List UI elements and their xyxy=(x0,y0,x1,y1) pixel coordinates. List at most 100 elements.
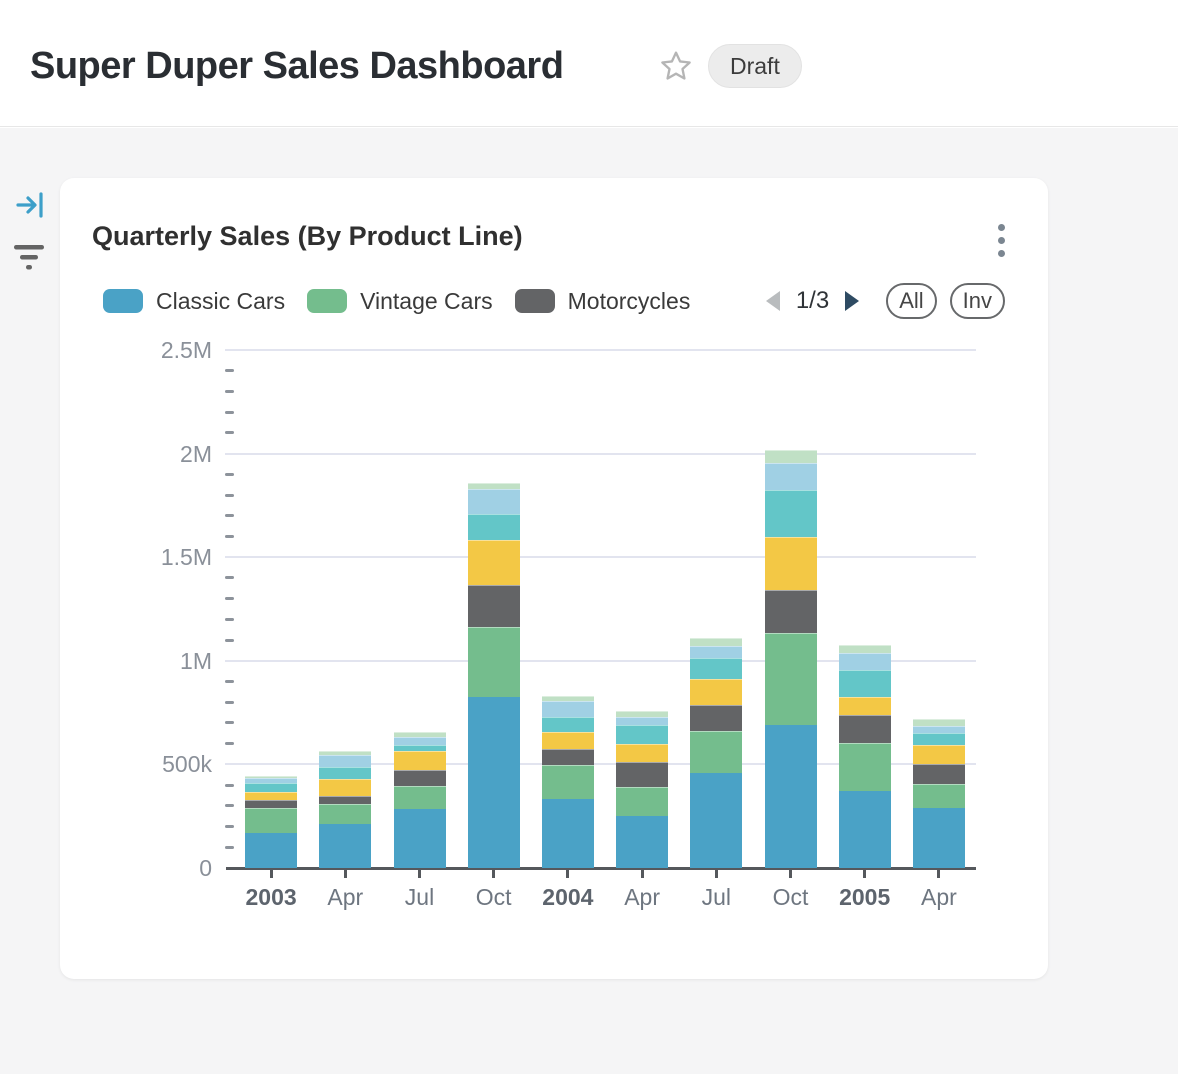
bar-jul-6[interactable] xyxy=(690,638,743,868)
bar-segment[interactable] xyxy=(912,725,965,734)
bar-segment[interactable] xyxy=(912,744,965,765)
bar-segment[interactable] xyxy=(393,786,446,809)
bar-segment[interactable] xyxy=(467,585,520,627)
legend-prev-icon[interactable] xyxy=(763,289,783,313)
y-axis-label: 2.5M xyxy=(160,337,212,363)
bar-segment[interactable] xyxy=(319,779,372,796)
bar-segment[interactable] xyxy=(838,652,891,671)
bar-segment[interactable] xyxy=(541,700,594,718)
bar-segment[interactable] xyxy=(838,697,891,716)
bar-segment[interactable] xyxy=(467,514,520,540)
x-axis-tick xyxy=(566,870,570,878)
bar-segment[interactable] xyxy=(838,644,891,653)
bar-segment[interactable] xyxy=(912,764,965,785)
collapse-panel-icon[interactable] xyxy=(14,190,46,225)
bar-segment[interactable] xyxy=(764,536,817,591)
bar-segment[interactable] xyxy=(541,695,594,701)
bar-segment[interactable] xyxy=(838,791,891,868)
bar-segment[interactable] xyxy=(690,645,743,659)
bar-2005-8[interactable] xyxy=(838,644,891,868)
bar-apr-9[interactable] xyxy=(912,719,965,868)
legend-item[interactable]: Motorcycles xyxy=(514,288,690,315)
bar-oct-3[interactable] xyxy=(467,482,520,868)
bar-segment[interactable] xyxy=(245,807,298,833)
bar-apr-1[interactable] xyxy=(319,751,372,868)
bar-segment[interactable] xyxy=(245,778,298,784)
bar-segment[interactable] xyxy=(690,731,743,773)
bar-segment[interactable] xyxy=(616,787,669,817)
bar-segment[interactable] xyxy=(467,482,520,490)
bar-segment[interactable] xyxy=(245,832,298,868)
bar-segment[interactable] xyxy=(838,715,891,743)
bar-segment[interactable] xyxy=(912,719,965,726)
all-button[interactable]: All xyxy=(886,283,937,319)
bar-segment[interactable] xyxy=(838,742,891,792)
bar-segment[interactable] xyxy=(245,791,298,801)
bar-segment[interactable] xyxy=(541,748,594,766)
bar-segment[interactable] xyxy=(616,725,669,744)
bar-segment[interactable] xyxy=(764,632,817,726)
bar-segment[interactable] xyxy=(245,783,298,792)
legend-next-icon[interactable] xyxy=(842,289,862,313)
bar-segment[interactable] xyxy=(764,449,817,463)
bar-segment[interactable] xyxy=(319,751,372,755)
y-axis-minor-tick xyxy=(225,576,234,580)
y-axis-minor-tick xyxy=(225,410,234,414)
bar-segment[interactable] xyxy=(616,762,669,788)
bar-segment[interactable] xyxy=(616,816,669,868)
bar-segment[interactable] xyxy=(393,750,446,770)
y-axis-minor-tick xyxy=(225,514,234,518)
bar-segment[interactable] xyxy=(764,725,817,868)
bar-segment[interactable] xyxy=(616,716,669,726)
bar-segment[interactable] xyxy=(467,697,520,868)
bar-segment[interactable] xyxy=(690,772,743,868)
bar-segment[interactable] xyxy=(393,732,446,738)
bar-segment[interactable] xyxy=(690,658,743,680)
bar-segment[interactable] xyxy=(764,462,817,490)
bar-segment[interactable] xyxy=(541,765,594,799)
bar-segment[interactable] xyxy=(690,638,743,646)
bar-segment[interactable] xyxy=(912,733,965,745)
bar-segment[interactable] xyxy=(690,679,743,705)
bar-segment[interactable] xyxy=(541,798,594,868)
legend-item[interactable]: Classic Cars xyxy=(103,288,285,315)
bar-segment[interactable] xyxy=(319,795,372,804)
bar-segment[interactable] xyxy=(764,590,817,633)
bar-2003-0[interactable] xyxy=(245,776,298,868)
favorite-star-icon[interactable] xyxy=(660,50,692,82)
y-axis-minor-tick xyxy=(225,825,234,829)
bar-segment[interactable] xyxy=(319,754,372,767)
bar-segment[interactable] xyxy=(541,717,594,733)
bar-segment[interactable] xyxy=(393,745,446,751)
bar-jul-2[interactable] xyxy=(393,732,446,868)
bar-apr-5[interactable] xyxy=(616,710,669,868)
bar-segment[interactable] xyxy=(245,776,298,779)
bar-segment[interactable] xyxy=(319,803,372,825)
bar-segment[interactable] xyxy=(393,737,446,746)
bar-segment[interactable] xyxy=(319,766,372,780)
y-axis-minor-tick xyxy=(225,389,234,393)
inv-button[interactable]: Inv xyxy=(949,283,1005,319)
bar-segment[interactable] xyxy=(912,784,965,808)
card-menu-kebab-icon[interactable] xyxy=(988,218,1014,262)
bar-2004-4[interactable] xyxy=(541,695,594,868)
bar-segment[interactable] xyxy=(838,670,891,698)
bar-oct-7[interactable] xyxy=(764,449,817,868)
bar-segment[interactable] xyxy=(467,489,520,515)
bar-segment[interactable] xyxy=(245,800,298,808)
legend-item[interactable]: Vintage Cars xyxy=(307,288,493,315)
filter-icon[interactable] xyxy=(13,242,45,277)
bar-segment[interactable] xyxy=(393,770,446,787)
bar-segment[interactable] xyxy=(616,743,669,763)
y-axis-minor-tick xyxy=(225,638,234,642)
bar-segment[interactable] xyxy=(319,824,372,868)
bar-segment[interactable] xyxy=(616,710,669,717)
bar-segment[interactable] xyxy=(764,489,817,537)
bar-segment[interactable] xyxy=(690,704,743,732)
bar-segment[interactable] xyxy=(912,807,965,868)
bar-segment[interactable] xyxy=(467,626,520,698)
bar-segment[interactable] xyxy=(467,539,520,586)
page-title: Super Duper Sales Dashboard xyxy=(30,45,564,87)
bar-segment[interactable] xyxy=(541,732,594,749)
bar-segment[interactable] xyxy=(393,808,446,868)
